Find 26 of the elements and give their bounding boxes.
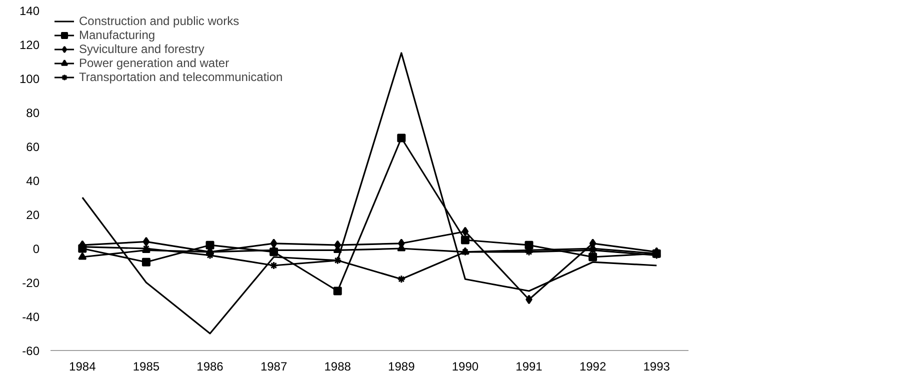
y-tick-label: 40 [26, 174, 40, 188]
y-tick-label: 100 [19, 72, 40, 86]
legend-label: Manufacturing [79, 28, 156, 42]
legend-label: Construction and public works [79, 14, 240, 28]
x-tick-label: 1988 [324, 360, 352, 374]
x-tick-label: 1992 [579, 360, 606, 374]
y-tick-label: -60 [22, 344, 40, 358]
y-tick-label: 80 [26, 106, 40, 120]
y-tick-label: 60 [26, 140, 40, 154]
y-tick-label: 20 [26, 208, 40, 222]
y-tick-label: 140 [19, 4, 40, 18]
y-tick-label: -20 [22, 276, 40, 290]
y-tick-label: 0 [32, 242, 40, 256]
legend-label: Transportation and telecommunication [79, 70, 283, 84]
x-tick-label: 1986 [196, 360, 224, 374]
x-tick-label: 1984 [69, 360, 96, 374]
x-tick-label: 1985 [132, 360, 160, 374]
x-tick-label: 1987 [260, 360, 288, 374]
x-tick-label: 1993 [643, 360, 670, 374]
x-tick-label: 1989 [388, 360, 416, 374]
legend-label: Power generation and water [79, 56, 230, 70]
legend-label: Syviculture and forestry [79, 42, 204, 56]
y-tick-label: 120 [19, 38, 40, 52]
x-tick-label: 1990 [452, 360, 479, 374]
y-tick-label: -40 [22, 310, 40, 324]
x-tick-label: 1991 [516, 360, 543, 374]
